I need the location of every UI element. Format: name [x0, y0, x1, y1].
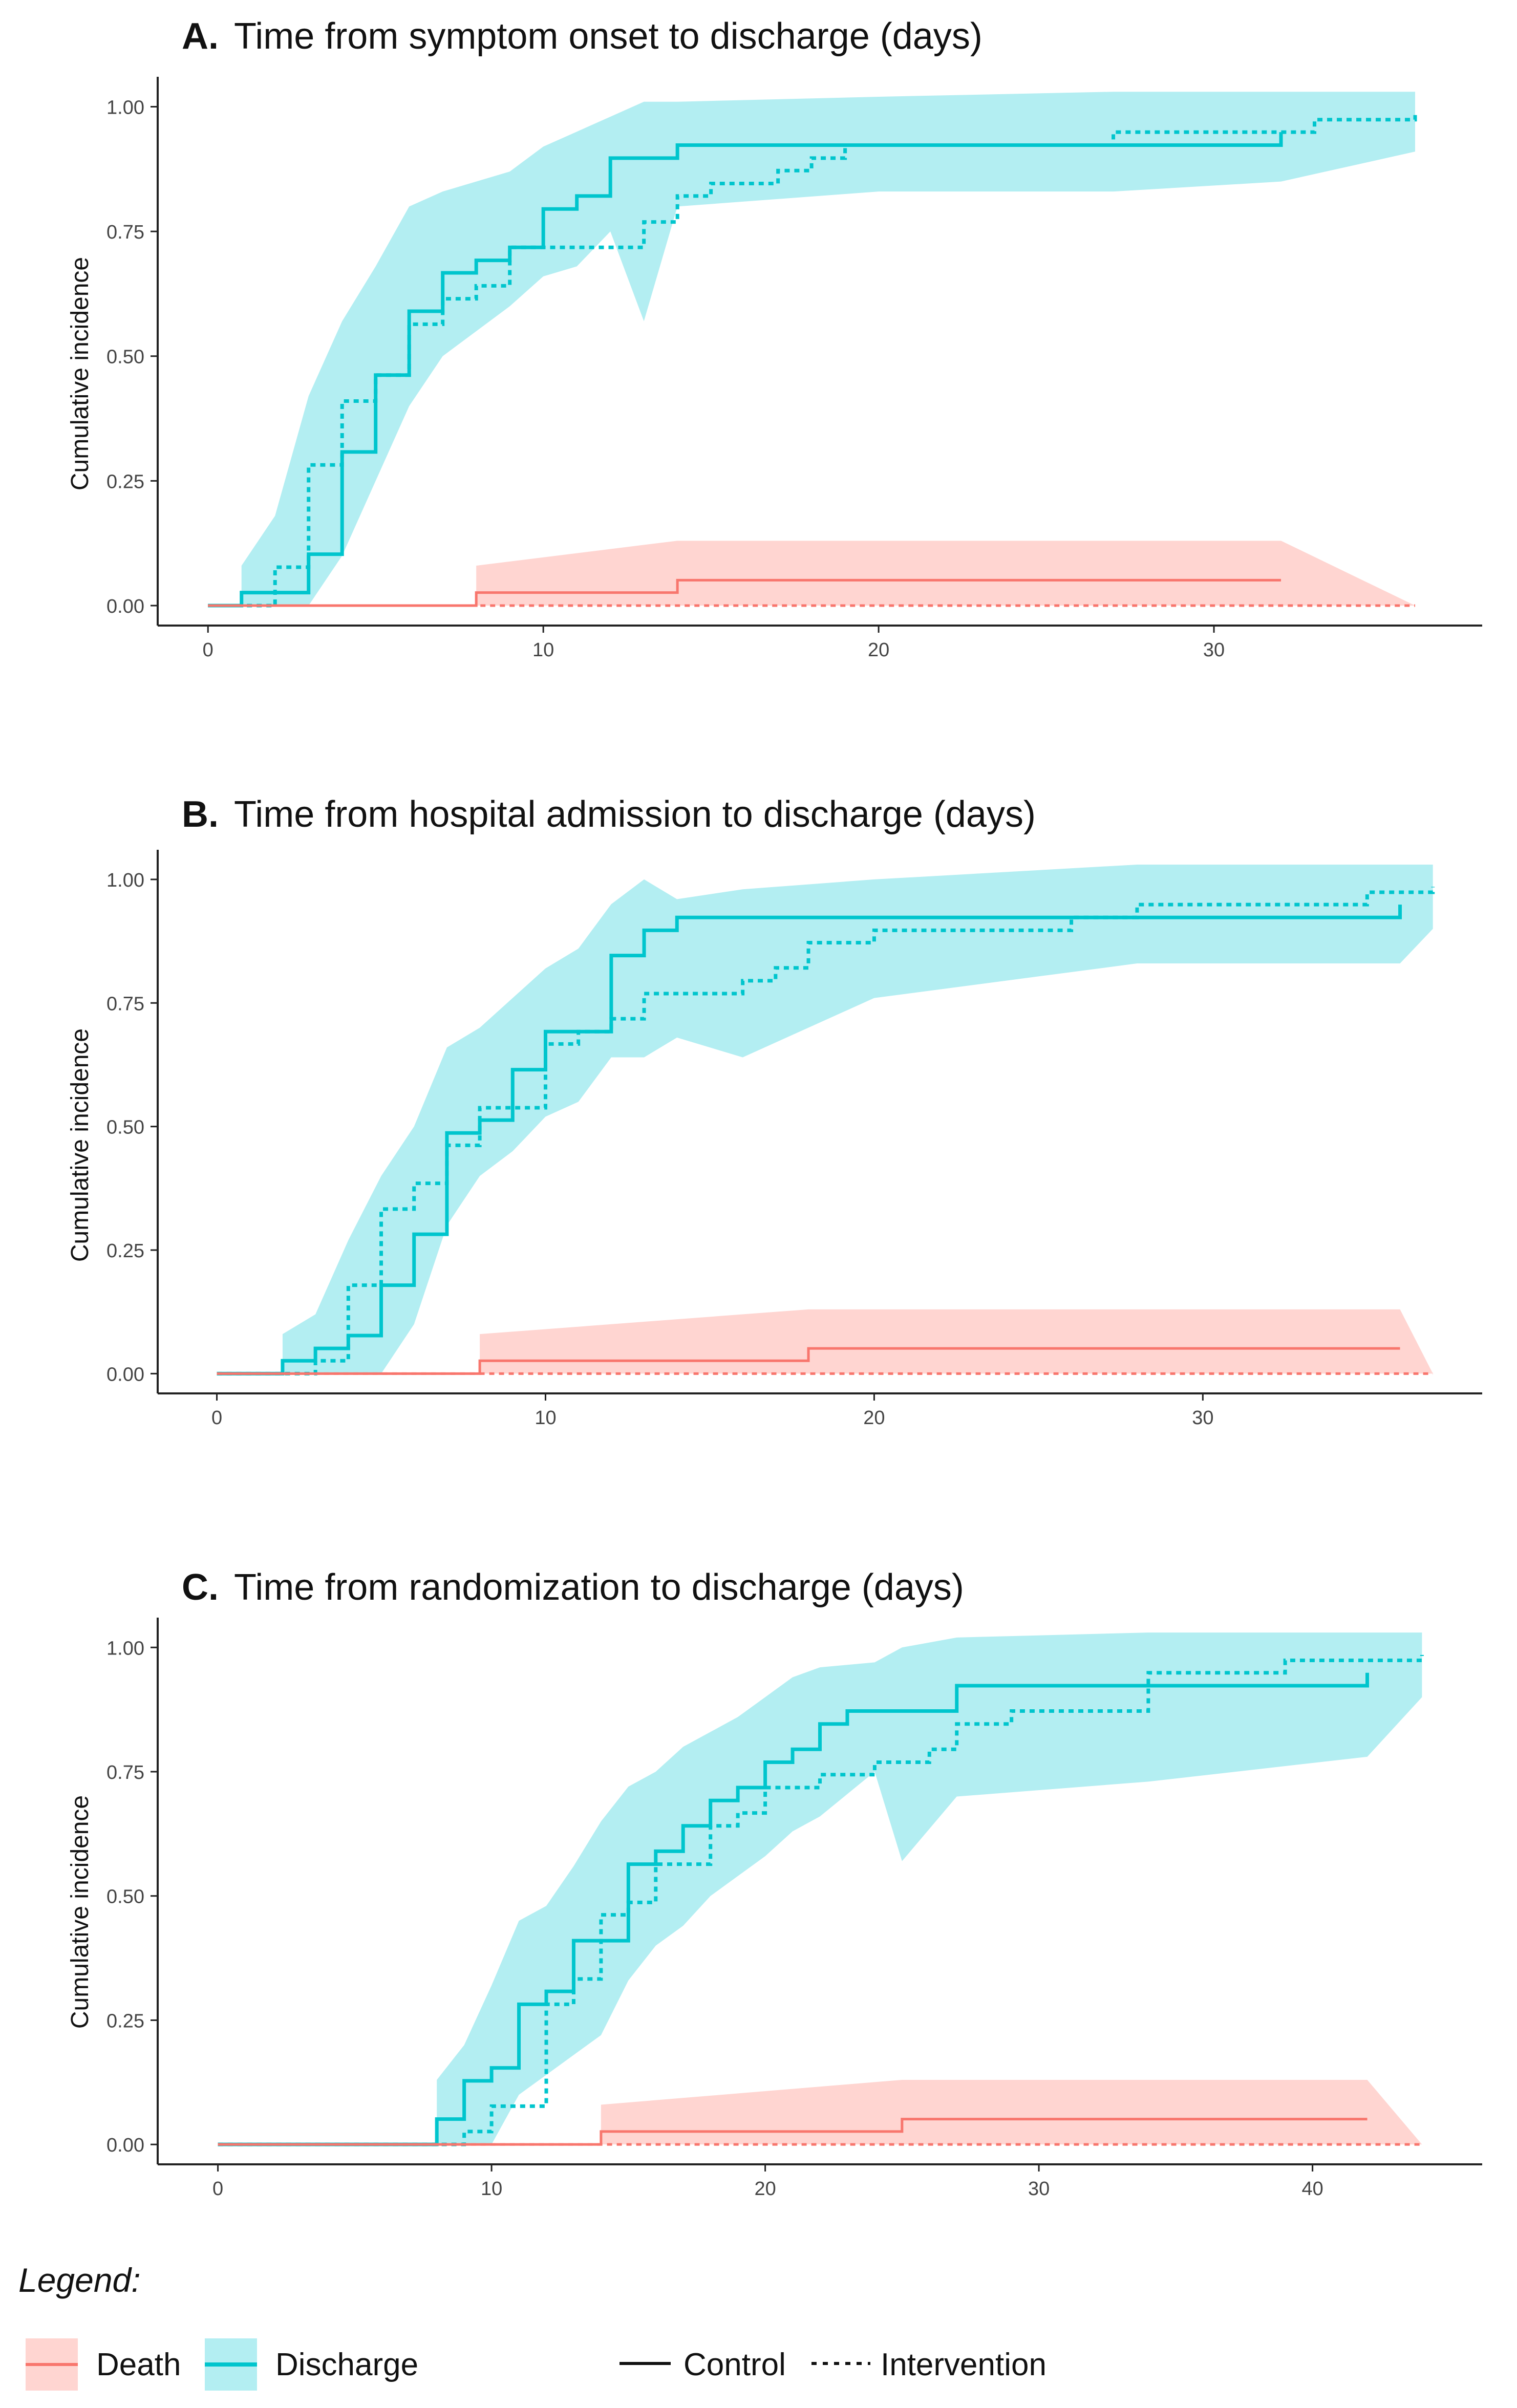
- panel-a-discharge-ci-band: [241, 92, 1416, 606]
- panel-c-death-ci-band: [601, 2079, 1422, 2145]
- panel-a-x-tick-label: 20: [868, 639, 889, 661]
- panel-b-y-tick-label: 0.50: [106, 1117, 144, 1138]
- panel-b-x-tick-label: 10: [535, 1407, 556, 1429]
- panel-c-discharge-ci-band: [437, 1632, 1422, 2145]
- panel-c-x-tick-label: 0: [212, 2178, 223, 2200]
- panel-c-title-prefix: C.: [182, 1567, 219, 1608]
- legend-death-label: Death: [96, 2347, 181, 2382]
- panel-a-discharge-control-line: [208, 132, 1283, 608]
- panel-b-ylabel: Cumulative incidence: [67, 1028, 94, 1262]
- panel-c-discharge-control-line: [218, 1672, 1370, 2146]
- panel-c-y-tick-label: 0.00: [106, 2135, 144, 2156]
- panel-a-y-tick-label: 0.25: [106, 471, 144, 492]
- panel-b-y-tick-label: 0.75: [106, 993, 144, 1015]
- panel-a-death-control-line: [208, 578, 1281, 607]
- panel-c-y-tick-label: 0.25: [106, 2010, 144, 2032]
- panel-c-x-tick-label: 30: [1028, 2178, 1050, 2200]
- legend-control-label: Control: [683, 2347, 786, 2382]
- panel-b-title: B. Time from hospital admission to discha…: [182, 794, 1036, 835]
- panel-a-x-tick-label: 0: [203, 639, 213, 661]
- panel-a-plot: 0.00 0.25 0.50 0.75 1.00 0 10 20 30: [106, 77, 1482, 661]
- panel-b-x-tick-label: 30: [1192, 1407, 1213, 1429]
- panel-b-x-tick-label: 20: [863, 1407, 885, 1429]
- panel-c-y-tick-label: 0.50: [106, 1886, 144, 1908]
- panel-a-y-tick-label: 0.00: [106, 596, 144, 617]
- panel-c-x-tick-label: 20: [754, 2178, 776, 2200]
- panel-c-death-control-line: [218, 2118, 1368, 2146]
- panel-c-y-tick-label: 0.75: [106, 1762, 144, 1783]
- panel-c-y-tick-label: 1.00: [106, 1638, 144, 1659]
- panel-a-y-tick-label: 0.50: [106, 347, 144, 368]
- panel-a-x-tick-label: 30: [1203, 639, 1225, 661]
- panel-b-y-tick-label: 1.00: [106, 870, 144, 891]
- panel-b-y-tick-label: 0.00: [106, 1364, 144, 1385]
- panel-b-discharge-intervention-line: [217, 887, 1435, 1375]
- panel-b-death-ci-band: [480, 1309, 1433, 1374]
- panel-c-title-text: Time from randomization to discharge (da…: [234, 1567, 964, 1608]
- panel-c: C. Time from randomization to discharge (…: [67, 1567, 1482, 2200]
- panel-c-ylabel: Cumulative incidence: [67, 1795, 94, 2029]
- panel-b-title-prefix: B.: [182, 794, 219, 835]
- legend-discharge-label: Discharge: [275, 2347, 418, 2382]
- panel-a-x-tick-label: 10: [532, 639, 554, 661]
- panel-c-title: C. Time from randomization to discharge (…: [182, 1567, 964, 1608]
- panel-b-plot: 0.00 0.25 0.50 0.75 1.00 0 10 20 30: [106, 850, 1482, 1429]
- panel-b-discharge-control-line: [217, 905, 1402, 1375]
- panel-b-x-tick-label: 0: [211, 1407, 222, 1429]
- panel-b-title-text: Time from hospital admission to discharg…: [234, 794, 1036, 835]
- panel-a-death-ci-band: [476, 541, 1416, 606]
- panel-c-discharge-intervention-line: [218, 1654, 1424, 2146]
- panel-b: B. Time from hospital admission to discha…: [67, 794, 1482, 1429]
- panel-b-y-tick-label: 0.25: [106, 1240, 144, 1262]
- panel-a-title-text: Time from symptom onset to discharge (da…: [234, 16, 982, 57]
- panel-c-x-tick-label: 10: [481, 2178, 502, 2200]
- panel-a-ylabel: Cumulative incidence: [67, 257, 94, 490]
- panel-a-title: A. Time from symptom onset to discharge (…: [182, 16, 982, 57]
- panel-c-plot: 0.00 0.25 0.50 0.75 1.00 0 10 20 30 40: [106, 1618, 1482, 2200]
- legend-heading: Legend:: [18, 2261, 141, 2299]
- panel-a-y-tick-label: 0.75: [106, 222, 144, 243]
- legend-intervention-label: Intervention: [881, 2347, 1046, 2382]
- panel-a: A. Time from symptom onset to discharge (…: [67, 16, 1482, 661]
- panel-b-discharge-ci-band: [282, 864, 1433, 1374]
- legend: Legend: Death Discharge Control Interven…: [18, 2261, 1046, 2391]
- panel-c-x-tick-label: 40: [1301, 2178, 1323, 2200]
- panel-a-y-tick-label: 1.00: [106, 97, 144, 118]
- panel-a-title-prefix: A.: [182, 16, 219, 57]
